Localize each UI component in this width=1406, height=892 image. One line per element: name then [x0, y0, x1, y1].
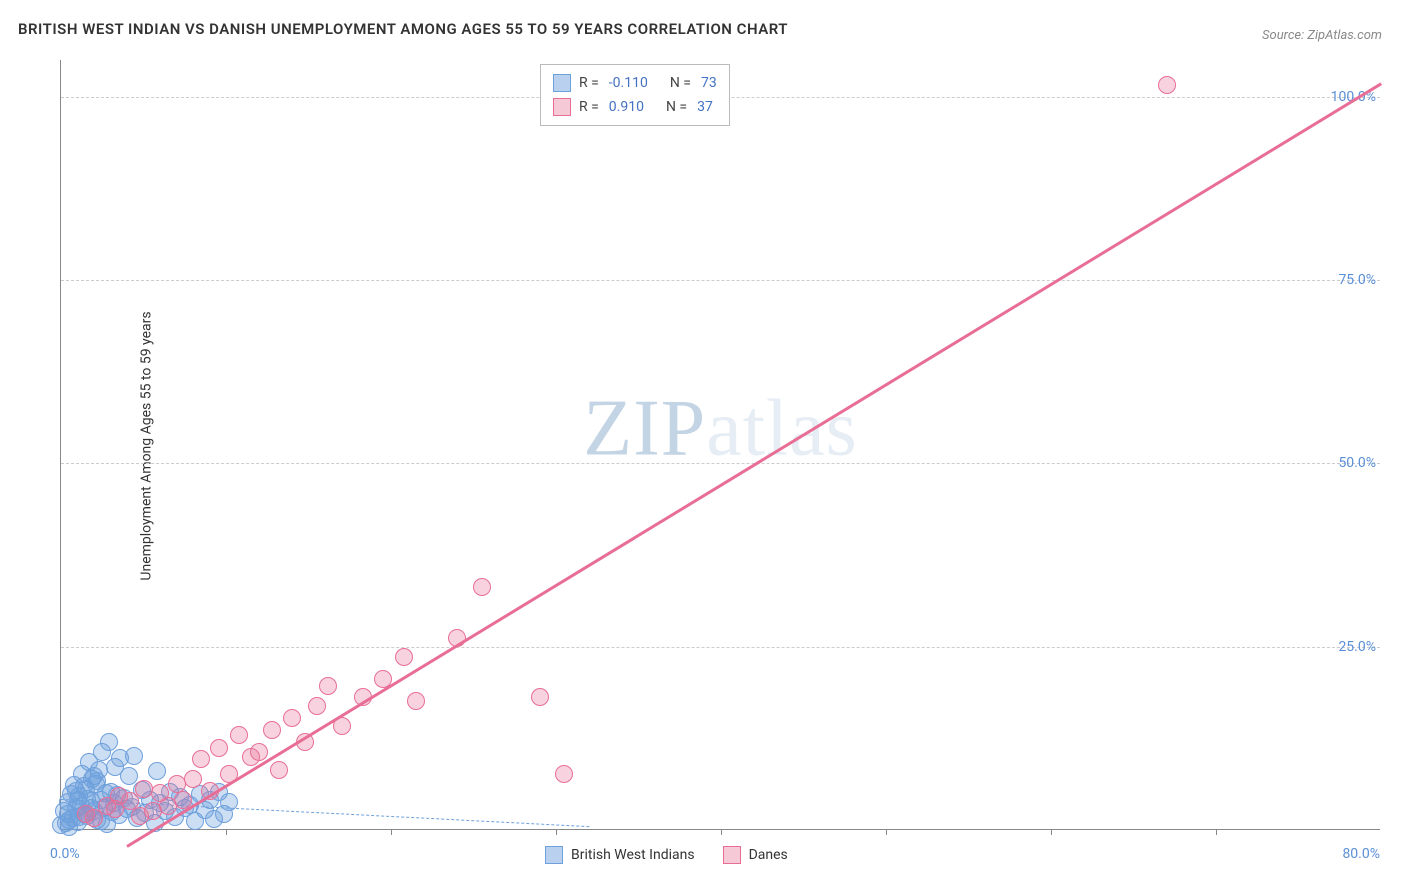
stats-legend-row: R = -0.110 N = 73 — [553, 71, 717, 95]
data-point — [230, 726, 248, 744]
data-point — [263, 721, 281, 739]
data-point — [395, 648, 413, 666]
legend-label: Danes — [749, 847, 788, 863]
gridline — [61, 463, 1380, 464]
x-tick — [721, 829, 722, 835]
legend-swatch — [553, 74, 571, 92]
data-point — [220, 793, 238, 811]
x-tick — [886, 829, 887, 835]
legend-item: Danes — [723, 846, 788, 864]
data-point — [100, 733, 118, 751]
r-value: -0.110 — [609, 71, 648, 95]
data-point — [374, 670, 392, 688]
data-point — [125, 747, 143, 765]
data-point — [120, 767, 138, 785]
series-legend: British West Indians Danes — [545, 846, 788, 864]
legend-swatch — [553, 98, 571, 116]
data-point — [220, 765, 238, 783]
data-point — [473, 578, 491, 596]
data-point — [148, 762, 166, 780]
data-point — [407, 692, 425, 710]
x-tick — [226, 829, 227, 835]
data-point — [210, 739, 228, 757]
data-point — [192, 750, 210, 768]
plot-area: ZIPatlas 25.0%50.0%75.0%100.0% — [60, 60, 1380, 830]
stats-legend-row: R = 0.910 N = 37 — [553, 95, 717, 119]
legend-label: British West Indians — [571, 847, 695, 863]
data-point — [201, 782, 219, 800]
data-point — [354, 688, 372, 706]
data-point — [333, 717, 351, 735]
data-point — [448, 629, 466, 647]
n-label: N = — [666, 95, 687, 119]
data-point — [250, 743, 268, 761]
x-tick — [556, 829, 557, 835]
gridline — [61, 647, 1380, 648]
data-point — [555, 765, 573, 783]
legend-swatch — [723, 846, 741, 864]
y-tick-label: 25.0% — [1338, 639, 1376, 655]
r-label: R = — [579, 95, 599, 119]
r-value: 0.910 — [609, 95, 644, 119]
y-tick-label: 75.0% — [1338, 272, 1376, 288]
legend-item: British West Indians — [545, 846, 695, 864]
legend-swatch — [545, 846, 563, 864]
x-axis-origin-label: 0.0% — [50, 846, 80, 862]
data-point — [270, 761, 288, 779]
correlation-stats-legend: R = -0.110 N = 73 R = 0.910 N = 37 — [540, 64, 730, 126]
trend-line — [126, 82, 1382, 847]
n-value: 73 — [701, 71, 717, 95]
data-point — [283, 709, 301, 727]
correlation-chart: BRITISH WEST INDIAN VS DANISH UNEMPLOYME… — [0, 0, 1406, 892]
chart-title: BRITISH WEST INDIAN VS DANISH UNEMPLOYME… — [18, 20, 788, 38]
data-point — [174, 791, 192, 809]
data-point — [319, 677, 337, 695]
gridline — [61, 280, 1380, 281]
data-point — [308, 697, 326, 715]
watermark: ZIPatlas — [583, 384, 858, 475]
x-axis-max-label: 80.0% — [1342, 846, 1380, 862]
x-tick — [391, 829, 392, 835]
y-tick-label: 50.0% — [1338, 455, 1376, 471]
x-tick — [1051, 829, 1052, 835]
data-point — [184, 770, 202, 788]
data-point — [531, 688, 549, 706]
x-tick — [1216, 829, 1217, 835]
source-attribution: Source: ZipAtlas.com — [1262, 28, 1382, 43]
data-point — [135, 780, 153, 798]
r-label: R = — [579, 71, 599, 95]
data-point — [1158, 76, 1176, 94]
data-point — [296, 733, 314, 751]
n-value: 37 — [697, 95, 713, 119]
n-label: N = — [670, 71, 691, 95]
data-point — [88, 772, 106, 790]
